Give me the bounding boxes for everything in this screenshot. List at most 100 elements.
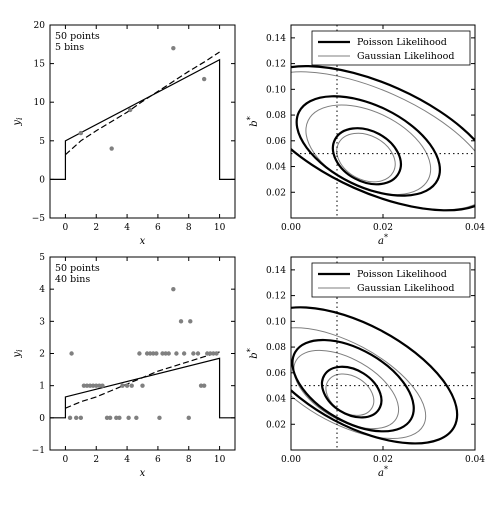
data-point xyxy=(107,415,113,421)
x-tick-label: 0.02 xyxy=(373,455,393,465)
x-tick-label: 0.00 xyxy=(281,223,301,233)
y-axis-label: b* xyxy=(246,116,260,126)
plot-frame xyxy=(49,256,236,451)
data-point xyxy=(144,351,150,356)
data-point xyxy=(78,415,84,421)
data-point xyxy=(109,146,114,151)
y-tick-label: −5 xyxy=(32,214,46,224)
y-axis-label: b* xyxy=(246,348,260,358)
data-point xyxy=(97,383,102,388)
data-point xyxy=(137,351,142,356)
data-point xyxy=(117,415,122,421)
data-point xyxy=(201,383,207,388)
x-tick-label: 0.00 xyxy=(281,455,301,465)
data-point xyxy=(195,351,201,356)
x-tick-label: 0.04 xyxy=(465,223,485,233)
y-tick-label: 0.14 xyxy=(266,34,286,44)
data-point xyxy=(211,351,216,356)
data-point xyxy=(87,383,93,388)
model-solid-line xyxy=(50,357,235,419)
poisson-contour xyxy=(295,95,442,197)
x-tick-label: 10 xyxy=(214,455,226,465)
y-tick-label: 0.06 xyxy=(266,137,286,147)
data-point xyxy=(124,383,130,388)
y-tick-label: 20 xyxy=(34,21,46,31)
y-tick-label: 10 xyxy=(34,98,46,108)
data-point xyxy=(127,107,133,113)
y-tick-label: 0.04 xyxy=(266,163,286,173)
y-tick-label: −1 xyxy=(32,446,45,456)
model-dashed-line xyxy=(65,51,220,156)
data-point xyxy=(84,383,90,388)
data-point xyxy=(160,351,165,356)
gaussian-contour xyxy=(291,327,427,439)
y-tick-label: 5 xyxy=(39,253,45,263)
x-tick-label: 0.04 xyxy=(465,455,485,465)
poisson-contour xyxy=(291,306,459,445)
y-tick-label: 0.12 xyxy=(266,292,286,302)
data-point xyxy=(90,383,96,388)
data-point xyxy=(78,130,84,136)
x-tick-label: 4 xyxy=(124,223,130,233)
legend: Poisson Likelihood Gaussian Likelihood xyxy=(311,262,471,298)
x-tick-label: 0.02 xyxy=(373,223,393,233)
x-tick-label: 2 xyxy=(93,455,99,465)
legend: Poisson Likelihood Gaussian Likelihood xyxy=(311,30,471,66)
y-tick-label: 0.10 xyxy=(266,85,286,95)
y-tick-label: 15 xyxy=(34,60,46,70)
y-tick-label: 0 xyxy=(39,414,45,424)
data-point xyxy=(69,351,74,356)
model-dashed-line xyxy=(65,351,220,409)
data-point xyxy=(120,383,125,388)
data-point xyxy=(163,351,168,356)
poisson-contour xyxy=(331,127,402,186)
gaussian-contour xyxy=(336,132,396,183)
data-point xyxy=(129,383,134,388)
y-tick-label: 0.08 xyxy=(266,343,286,353)
legend-poisson-label: Poisson Likelihood xyxy=(357,37,447,48)
data-point xyxy=(166,351,171,356)
legend-gaussian-label: Gaussian Likelihood xyxy=(357,51,454,62)
data-point xyxy=(181,351,187,356)
x-tick-label: 2 xyxy=(93,223,99,233)
x-tick-label: 8 xyxy=(186,223,192,233)
data-point xyxy=(140,383,145,388)
panel-annotation: 50 points xyxy=(55,31,100,42)
plot-area xyxy=(291,257,475,450)
data-point xyxy=(208,351,213,356)
plot-frame xyxy=(290,256,476,451)
y-tick-label: 0.04 xyxy=(266,395,286,405)
panel-annotation: 40 bins xyxy=(55,274,90,285)
data-point xyxy=(67,415,73,421)
data-point xyxy=(74,415,79,421)
y-tick-label: 0.06 xyxy=(266,369,286,379)
plot-area xyxy=(50,45,235,180)
y-axis-label: yi xyxy=(12,117,24,127)
data-point xyxy=(198,383,204,388)
legend-gaussian-label: Gaussian Likelihood xyxy=(357,283,454,294)
poisson-contour xyxy=(291,338,415,433)
x-axis-label: x xyxy=(140,236,146,247)
data-point xyxy=(151,351,156,356)
data-point xyxy=(188,319,193,324)
x-axis-label: x xyxy=(140,468,146,479)
data-point xyxy=(171,286,176,292)
x-axis-label: a* xyxy=(378,465,388,479)
data-point xyxy=(154,351,159,356)
plot-frame xyxy=(290,24,476,219)
x-tick-label: 10 xyxy=(214,223,226,233)
data-point xyxy=(100,383,105,388)
data-point xyxy=(178,319,184,324)
data-point xyxy=(126,415,131,421)
x-tick-label: 0 xyxy=(63,223,69,233)
y-tick-label: 5 xyxy=(39,137,45,147)
gaussian-contour xyxy=(293,349,400,430)
data-point xyxy=(201,76,207,82)
y-tick-label: 0 xyxy=(39,175,45,185)
y-tick-label: 0.02 xyxy=(266,420,286,430)
data-point xyxy=(94,383,99,388)
legend-box xyxy=(311,30,471,66)
